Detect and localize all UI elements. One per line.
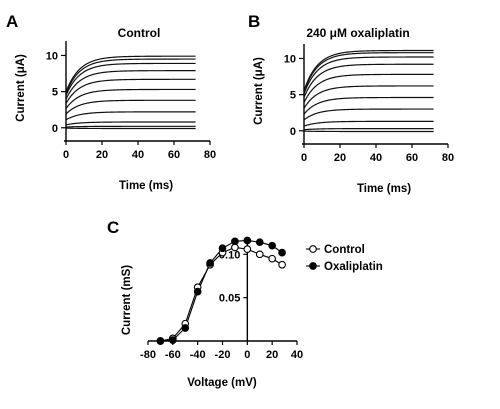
current-trace <box>65 70 196 100</box>
y-tick-label: 5 <box>52 87 58 99</box>
x-tick-label: 80 <box>442 152 454 164</box>
current-trace <box>303 108 434 121</box>
x-tick-label: -20 <box>215 349 231 361</box>
y-axis-label: Current (μA) <box>15 54 27 122</box>
data-point <box>193 287 202 296</box>
x-tick-label: -60 <box>165 349 181 361</box>
data-point <box>243 236 252 245</box>
current-trace <box>65 125 196 128</box>
data-point <box>278 260 286 269</box>
current-trace <box>303 73 434 103</box>
data-point <box>168 336 177 344</box>
data-point <box>231 237 239 246</box>
data-point <box>156 337 165 345</box>
data-point <box>243 245 252 253</box>
current-trace <box>65 62 196 96</box>
data-point <box>218 244 227 253</box>
current-trace <box>303 120 434 127</box>
x-tick-label: 40 <box>370 152 382 164</box>
x-tick-label: -80 <box>140 349 156 361</box>
current-trace <box>65 58 196 94</box>
x-tick-label: 0 <box>301 152 307 164</box>
x-tick-label: 20 <box>266 349 278 361</box>
x-tick-label: 60 <box>406 152 418 164</box>
y-axis-label: Current (mS) <box>121 265 133 335</box>
data-point <box>206 259 214 267</box>
data-point <box>255 238 264 247</box>
current-trace <box>303 63 434 98</box>
data-point <box>268 241 277 250</box>
y-tick-label: 5 <box>290 90 296 102</box>
current-trace <box>303 128 434 131</box>
current-trace <box>65 78 196 104</box>
x-tick-label: 20 <box>334 152 346 164</box>
panel-title: 240 μM oxaliplatin <box>306 26 409 40</box>
panel-title: Control <box>118 26 161 40</box>
current-trace <box>303 96 434 115</box>
data-point <box>181 324 190 332</box>
current-trace <box>65 99 196 115</box>
x-tick-label: 0 <box>63 149 69 161</box>
x-tick-label: 40 <box>132 149 144 161</box>
data-point <box>255 250 264 259</box>
panel-letter: C <box>107 218 119 237</box>
current-trace <box>303 56 434 95</box>
x-axis-label: Voltage (mV) <box>187 377 257 389</box>
y-tick-label: 10 <box>284 53 296 65</box>
current-trace <box>65 55 196 93</box>
panel-letter: B <box>248 12 260 31</box>
x-tick-label: 80 <box>204 149 216 161</box>
y-tick-label: 0 <box>52 123 58 135</box>
y-tick-label: 10 <box>46 50 58 62</box>
x-tick-label: 0 <box>244 349 250 361</box>
current-trace <box>303 49 434 91</box>
x-axis-label: Time (ms) <box>119 180 173 192</box>
panel-a: A Control 0 20 40 60 80 0 5 10 Time (ms) Current (μ… <box>6 12 216 192</box>
data-point <box>278 248 286 257</box>
legend-marker <box>309 262 317 270</box>
y-tick-label: 0 <box>290 126 296 138</box>
legend-label: Oxaliplatin <box>324 261 383 273</box>
x-axis-label: Time (ms) <box>357 183 411 195</box>
legend-marker <box>309 245 317 253</box>
current-trace <box>65 121 196 126</box>
current-trace <box>303 52 434 92</box>
current-trace <box>65 88 196 109</box>
x-tick-label: 20 <box>96 149 108 161</box>
current-trace <box>65 111 196 121</box>
x-tick-label: 60 <box>168 149 180 161</box>
y-axis-label: Current (μA) <box>253 57 265 125</box>
current-trace <box>303 85 434 109</box>
data-point <box>268 254 277 263</box>
panel-b: B 240 μM oxaliplatin 0 20 40 60 80 0 5 10 Time (ms… <box>248 12 454 195</box>
legend-label: Control <box>324 244 365 256</box>
x-tick-label: 40 <box>291 349 303 361</box>
panel-letter: A <box>6 12 18 31</box>
x-tick-label: -40 <box>190 349 206 361</box>
y-tick-label: 0.05 <box>219 293 240 305</box>
